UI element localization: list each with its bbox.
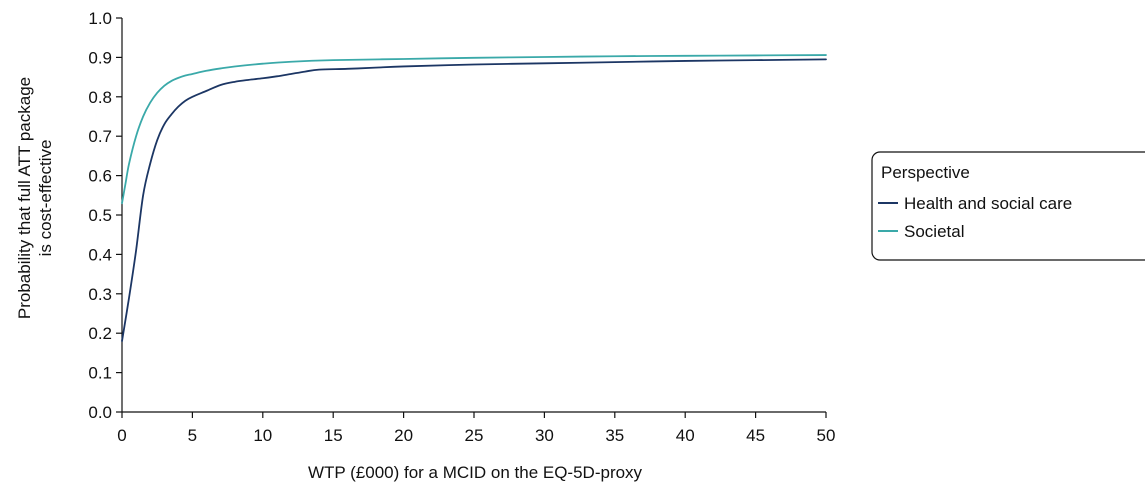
y-tick-label: 0.2	[88, 324, 112, 343]
series-line-2	[121, 54, 827, 205]
y-tick-label: 0.7	[88, 127, 112, 146]
x-tick-label: 25	[465, 426, 484, 445]
y-axis-title: Probability that full ATT package is cos…	[15, 77, 55, 319]
x-tick-label: 45	[746, 426, 765, 445]
series-line-1	[121, 58, 827, 342]
x-tick-label: 20	[394, 426, 413, 445]
x-ticks: 0 5 10 15 20 25 30 35 40 45 50	[117, 412, 835, 445]
legend-label-1: Health and social care	[904, 194, 1072, 213]
y-tick-label: 0.1	[88, 364, 112, 383]
legend-label-2: Societal	[904, 222, 964, 241]
y-tick-label: 0.3	[88, 285, 112, 304]
x-tick-label: 5	[188, 426, 197, 445]
x-tick-label: 50	[817, 426, 836, 445]
y-tick-label: 0.5	[88, 206, 112, 225]
y-tick-label: 0.0	[88, 403, 112, 422]
y-tick-label: 0.4	[88, 245, 112, 264]
y-tick-label: 0.9	[88, 48, 112, 67]
legend-items: Health and social care Societal	[878, 194, 1072, 241]
x-tick-label: 15	[324, 426, 343, 445]
x-tick-label: 30	[535, 426, 554, 445]
x-tick-label: 35	[605, 426, 624, 445]
axes: 0.0 0.1 0.2 0.3 0.4 0.5 0.6 0.7 0.8 0.9 1.0 0 5 10 15…	[88, 9, 835, 445]
x-tick-label: 10	[253, 426, 272, 445]
y-tick-label: 0.6	[88, 167, 112, 186]
legend-box	[871, 151, 1145, 261]
x-tick-label: 0	[117, 426, 126, 445]
y-tick-label: 0.8	[88, 88, 112, 107]
y-axis-title-line-1: Probability that full ATT package	[15, 77, 34, 319]
y-tick-label: 1.0	[88, 9, 112, 28]
x-axis-title: WTP (£000) for a MCID on the EQ-5D-proxy	[308, 463, 643, 482]
x-tick-label: 40	[676, 426, 695, 445]
y-ticks: 0.0 0.1 0.2 0.3 0.4 0.5 0.6 0.7 0.8 0.9 1.0	[88, 9, 122, 422]
legend-title: Perspective	[881, 163, 970, 182]
y-axis-title-line-2: is cost-effective	[36, 140, 55, 257]
legend: Perspective Health and social care Societ…	[871, 151, 1145, 261]
series-group	[121, 54, 827, 342]
